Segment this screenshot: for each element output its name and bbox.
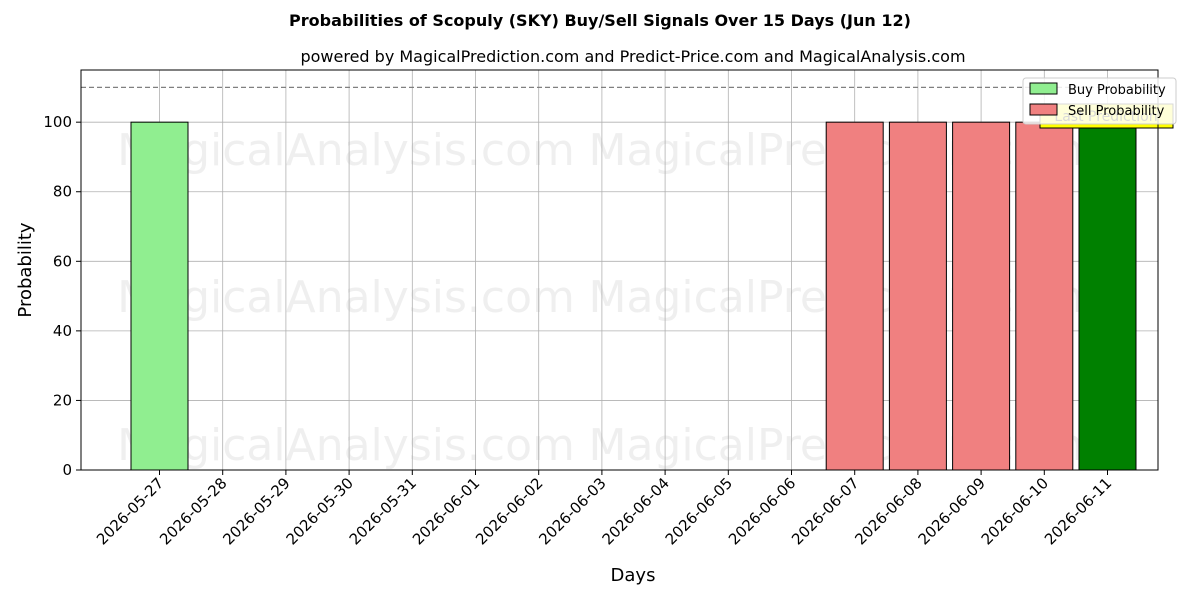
chart-title: Probabilities of Scopuly (SKY) Buy/Sell …: [289, 11, 911, 30]
legend: Buy Probability Sell Probability: [1022, 77, 1177, 125]
x-axis-label: Days: [611, 565, 656, 586]
y-tick-label: 40: [53, 322, 72, 340]
y-axis-label: Probability: [15, 222, 36, 317]
x-tick-label: 2026-06-04: [599, 474, 673, 548]
legend-box: [1022, 77, 1177, 125]
x-tick-label: 2026-05-30: [283, 474, 357, 548]
legend-entry: Buy Probability: [1068, 83, 1166, 98]
x-tick-label: 2026-05-31: [346, 474, 420, 548]
x-tick-label: 2026-06-11: [1041, 474, 1115, 548]
bar: [888, 121, 947, 471]
y-tick-label: 80: [53, 183, 72, 201]
x-tick-label: 2026-06-09: [915, 474, 989, 548]
legend-entry: Sell Probability: [1068, 104, 1165, 119]
legend-swatch: [1029, 82, 1058, 95]
plot-frame: [80, 69, 1159, 471]
x-tick-label: 2026-06-10: [978, 474, 1052, 548]
bar: [1015, 121, 1074, 471]
x-tick-label: 2026-05-29: [219, 474, 293, 548]
y-tick-label: 0: [62, 461, 72, 479]
bar: [952, 121, 1011, 471]
watermark-text: MagicalAnalysis.com: [117, 420, 575, 471]
y-tick-label: 20: [53, 391, 72, 409]
x-tick-label: 2026-06-05: [662, 474, 736, 548]
x-tick-label: 2026-06-06: [725, 474, 799, 548]
y-tick-label: 100: [43, 113, 72, 131]
bar: [825, 121, 884, 471]
x-tick-label: 2026-06-08: [851, 474, 925, 548]
x-tick-label: 2026-06-03: [535, 474, 609, 548]
bar: [130, 121, 189, 471]
x-tick-label: 2026-05-28: [156, 474, 230, 548]
x-tick-label: 2026-06-01: [409, 474, 483, 548]
watermark-text: MagicalAnalysis.com: [117, 272, 575, 323]
x-tick-label: 2026-06-02: [472, 474, 546, 548]
y-tick-label: 60: [53, 252, 72, 270]
bar-highlight: [1078, 121, 1137, 471]
x-tick-label: 2026-06-07: [788, 474, 862, 548]
x-tick-label: 2026-05-27: [93, 474, 167, 548]
bars-layer: Last Prediction: [130, 103, 1174, 471]
watermark-text: MagicalAnalysis.com: [117, 125, 575, 176]
legend-swatch: [1029, 103, 1058, 116]
chart-subtitle: powered by MagicalPrediction.com and Pre…: [300, 47, 965, 66]
